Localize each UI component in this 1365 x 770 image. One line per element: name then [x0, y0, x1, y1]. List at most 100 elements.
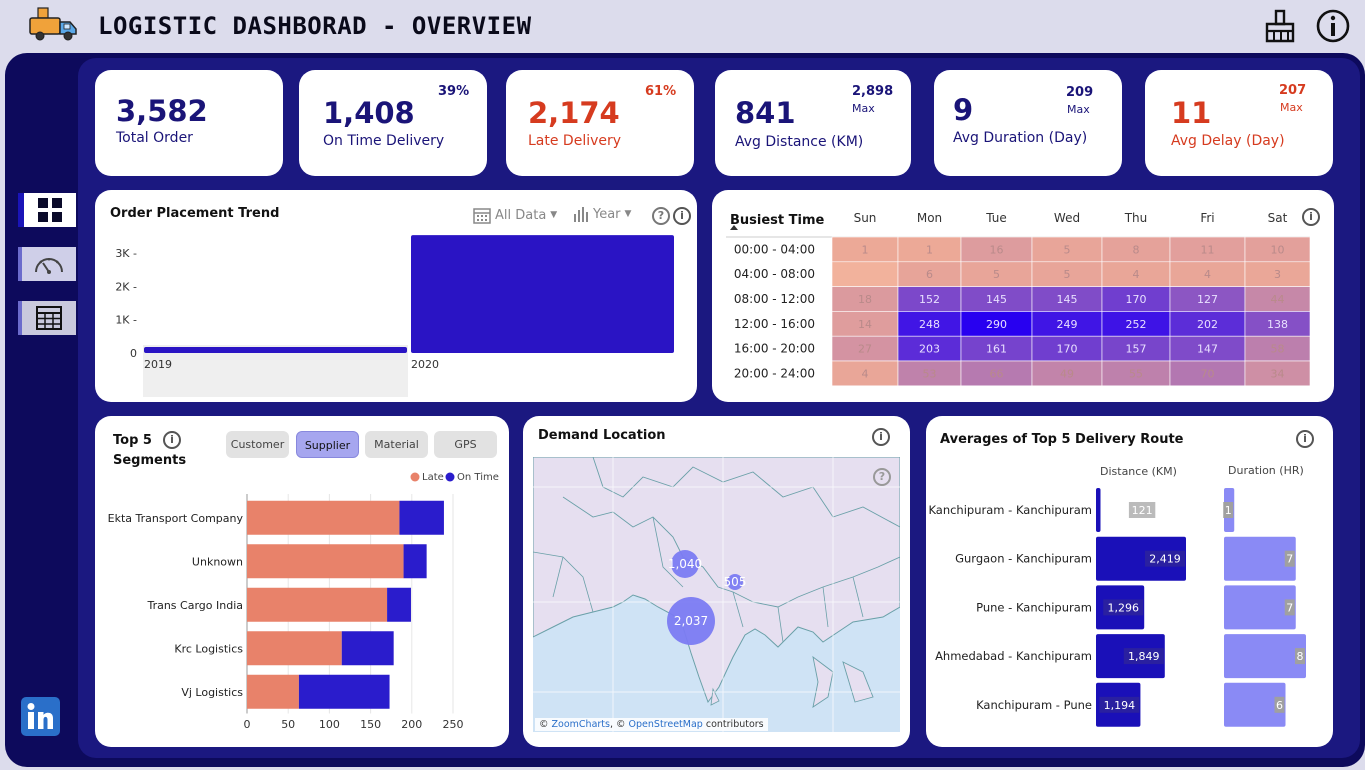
- selected-bar-highlight: [143, 345, 408, 397]
- heatmap-cell[interactable]: [1169, 286, 1246, 312]
- heatmap-cell[interactable]: [960, 236, 1033, 263]
- y-tick-label: 0: [130, 347, 137, 360]
- help-icon[interactable]: ?: [652, 207, 670, 225]
- heatmap-cell[interactable]: [1169, 236, 1246, 263]
- heatmap-cell[interactable]: [1244, 360, 1311, 387]
- sort-icon[interactable]: [730, 225, 738, 230]
- late-bar[interactable]: [247, 631, 342, 666]
- heatmap-cell[interactable]: [1101, 261, 1171, 287]
- duration-label-bg: [1295, 648, 1305, 665]
- heatmap-cell[interactable]: [831, 311, 899, 337]
- heatmap-value: 6: [926, 268, 933, 281]
- heatmap-cell[interactable]: [1244, 236, 1311, 263]
- distance-bar[interactable]: [1096, 536, 1186, 581]
- heatmap-cell[interactable]: [1101, 236, 1171, 263]
- heatmap-cell[interactable]: [897, 360, 962, 387]
- date-filter-dropdown[interactable]: All Data ▼: [473, 206, 557, 224]
- busiest-time-heatmap: Busiest Time Sun Mon Tue Wed Thu Fri Sat 00:00 …: [726, 211, 1311, 387]
- duration-bar[interactable]: [1224, 536, 1296, 581]
- info-icon[interactable]: [1315, 8, 1351, 44]
- broom-clear-filters-icon[interactable]: [1262, 8, 1298, 44]
- heatmap-cell[interactable]: [960, 360, 1033, 387]
- ontime-bar[interactable]: [341, 631, 394, 666]
- row-label: 00:00 - 04:00: [734, 242, 815, 256]
- heatmap-cell[interactable]: [1031, 335, 1103, 362]
- heatmap-value: 152: [919, 293, 940, 306]
- heatmap-cell[interactable]: [1031, 360, 1103, 387]
- heatmap-cell[interactable]: [897, 335, 962, 362]
- heatmap-cell[interactable]: [1101, 360, 1171, 387]
- ontime-bar[interactable]: [298, 674, 390, 709]
- attribution-osm-link[interactable]: OpenStreetMap: [628, 719, 703, 730]
- heatmap-cell[interactable]: [1031, 261, 1103, 287]
- map-attribution: © ZoomCharts, © OpenStreetMap contributo…: [535, 718, 768, 731]
- heatmap-cell[interactable]: [1031, 286, 1103, 312]
- ontime-bar[interactable]: [403, 544, 427, 579]
- route-label: Gurgaon - Kanchipuram: [955, 552, 1092, 566]
- category-label: Vj Logistics: [181, 686, 243, 699]
- late-bar[interactable]: [247, 544, 404, 579]
- duration-bar[interactable]: [1224, 634, 1306, 679]
- late-bar[interactable]: [247, 674, 299, 709]
- heatmap-cell[interactable]: [831, 360, 899, 387]
- chevron-down-icon: ▼: [624, 209, 632, 219]
- tab-material[interactable]: Material: [365, 431, 428, 458]
- heatmap-value: 70: [1201, 367, 1215, 380]
- heatmap-cell[interactable]: [1169, 360, 1246, 387]
- duration-bar[interactable]: [1224, 585, 1296, 630]
- distance-bar[interactable]: [1096, 488, 1101, 532]
- tab-supplier[interactable]: Supplier: [296, 431, 359, 458]
- heatmap-cell[interactable]: [897, 261, 962, 287]
- heatmap-value: 203: [919, 343, 940, 356]
- duration-label-bg: [1223, 502, 1234, 518]
- map-help-icon[interactable]: ?: [873, 468, 891, 486]
- heatmap-cell[interactable]: [1169, 261, 1246, 287]
- attribution-zoomcharts-link[interactable]: ZoomCharts: [551, 719, 610, 730]
- heatmap-value: 8: [1133, 243, 1140, 256]
- heatmap-cell[interactable]: [897, 236, 962, 263]
- heatmap-cell[interactable]: [1031, 236, 1103, 263]
- info-icon[interactable]: i: [1302, 208, 1320, 226]
- map-bubble[interactable]: [667, 597, 715, 645]
- late-bar[interactable]: [247, 587, 388, 622]
- ontime-bar[interactable]: [387, 587, 411, 622]
- trend-bar[interactable]: [411, 235, 674, 353]
- duration-bar[interactable]: [1224, 682, 1286, 727]
- heatmap-cell[interactable]: [831, 261, 899, 287]
- heatmap-cell[interactable]: [1101, 311, 1171, 337]
- calendar-icon: [473, 208, 491, 224]
- info-icon[interactable]: i: [163, 431, 181, 449]
- trend-bar[interactable]: [144, 347, 407, 353]
- nav-overview-button[interactable]: [18, 193, 76, 227]
- heatmap-value: 10: [1271, 243, 1285, 256]
- info-icon[interactable]: i: [1296, 430, 1314, 448]
- tab-gps[interactable]: GPS: [434, 431, 497, 458]
- map-bubble[interactable]: [671, 550, 699, 578]
- category-label: Unknown: [192, 555, 243, 568]
- heatmap-cell[interactable]: [831, 236, 899, 263]
- heatmap-cell[interactable]: [960, 286, 1033, 312]
- ontime-bar[interactable]: [399, 500, 444, 535]
- info-icon[interactable]: i: [872, 428, 890, 446]
- heatmap-cell[interactable]: [1244, 261, 1311, 287]
- heatmap-cell[interactable]: [1244, 335, 1311, 362]
- demand-map[interactable]: 1,040 505 2,037: [533, 457, 900, 732]
- category-label: Krc Logistics: [174, 642, 243, 655]
- nav-performance-button[interactable]: [18, 247, 76, 281]
- heatmap-value: 4: [1133, 268, 1140, 281]
- heatmap-value: 11: [1201, 243, 1215, 256]
- period-filter-dropdown[interactable]: Year ▼: [573, 206, 631, 222]
- tab-customer[interactable]: Customer: [226, 431, 289, 458]
- map-bubble[interactable]: [727, 574, 743, 590]
- heatmap-cell[interactable]: [960, 335, 1033, 362]
- heatmap-value: 34: [1271, 367, 1285, 380]
- linkedin-icon[interactable]: [21, 697, 60, 736]
- kpi-value: 2,174: [528, 96, 620, 130]
- late-bar[interactable]: [247, 500, 400, 535]
- info-icon[interactable]: i: [673, 207, 691, 225]
- heatmap-cell[interactable]: [897, 311, 962, 337]
- heatmap-cell[interactable]: [1244, 286, 1311, 312]
- nav-table-button[interactable]: [18, 301, 76, 335]
- category-label: Trans Cargo India: [146, 599, 243, 612]
- heatmap-cell[interactable]: [1101, 335, 1171, 362]
